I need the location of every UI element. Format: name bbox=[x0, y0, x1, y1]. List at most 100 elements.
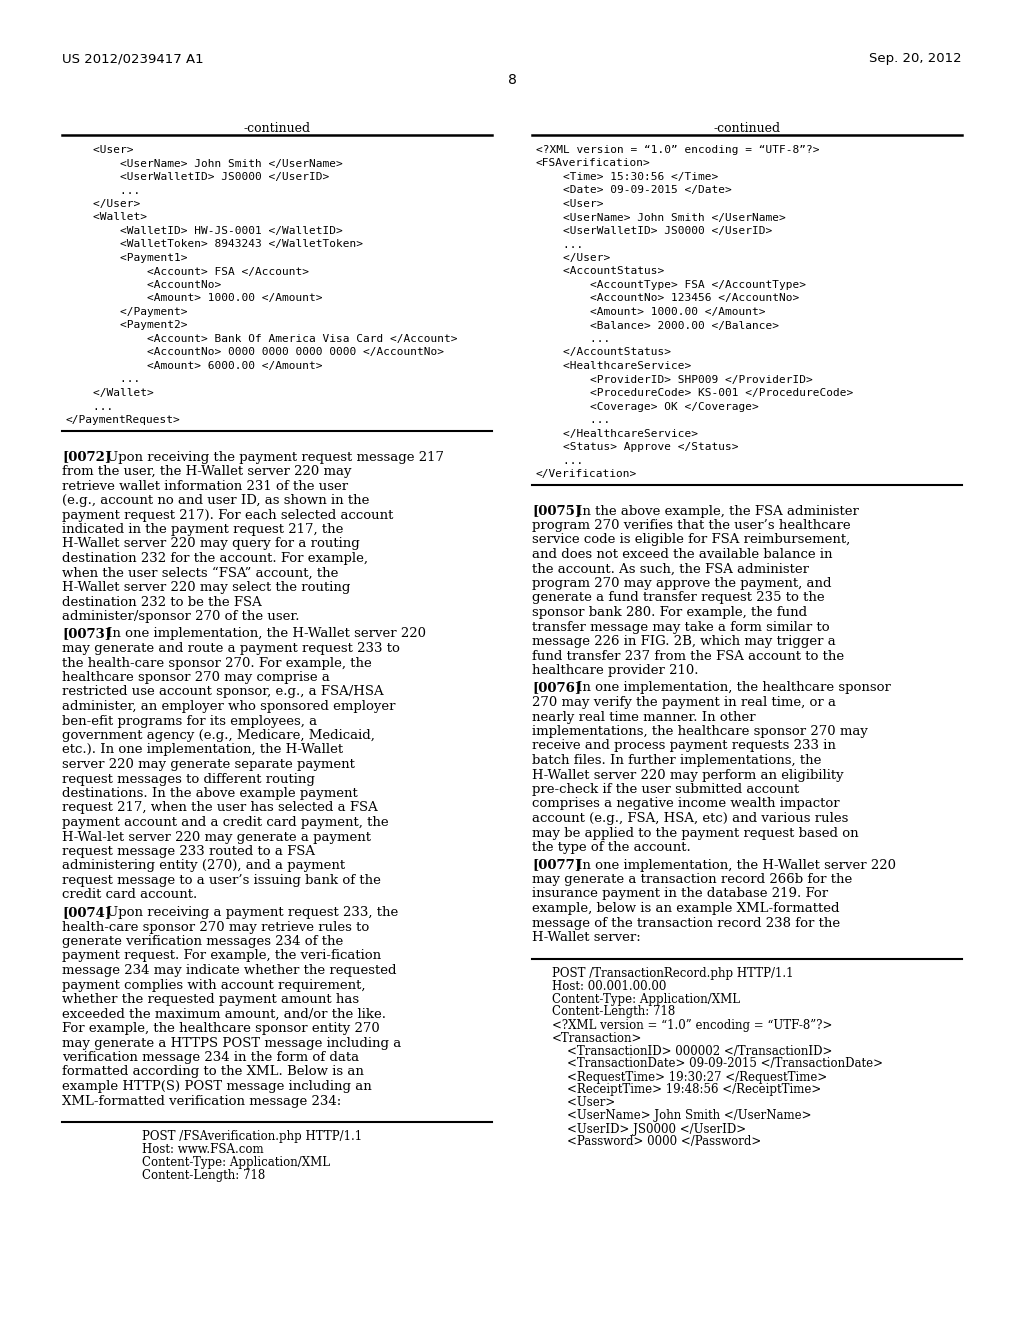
Text: <AccountType> FSA </AccountType>: <AccountType> FSA </AccountType> bbox=[536, 280, 806, 290]
Text: may be applied to the payment request based on: may be applied to the payment request ba… bbox=[532, 826, 859, 840]
Text: request messages to different routing: request messages to different routing bbox=[62, 772, 314, 785]
Text: <Amount> 6000.00 </Amount>: <Amount> 6000.00 </Amount> bbox=[66, 360, 323, 371]
Text: <Password> 0000 </Password>: <Password> 0000 </Password> bbox=[552, 1135, 761, 1148]
Text: ...: ... bbox=[66, 375, 140, 384]
Text: In the above example, the FSA administer: In the above example, the FSA administer bbox=[578, 504, 859, 517]
Text: H-Wallet server 220 may perform an eligibility: H-Wallet server 220 may perform an eligi… bbox=[532, 768, 844, 781]
Text: [0072]: [0072] bbox=[62, 450, 112, 463]
Text: nearly real time manner. In other: nearly real time manner. In other bbox=[532, 710, 756, 723]
Text: <ReceiptTime> 19:48:56 </ReceiptTime>: <ReceiptTime> 19:48:56 </ReceiptTime> bbox=[552, 1084, 821, 1097]
Text: may generate a transaction record 266b for the: may generate a transaction record 266b f… bbox=[532, 873, 852, 886]
Text: 8: 8 bbox=[508, 73, 516, 87]
Text: <TransactionID> 000002 </TransactionID>: <TransactionID> 000002 </TransactionID> bbox=[552, 1044, 833, 1057]
Text: H-Wallet server:: H-Wallet server: bbox=[532, 931, 641, 944]
Text: <UserName> John Smith </UserName>: <UserName> John Smith </UserName> bbox=[536, 213, 785, 223]
Text: may generate and route a payment request 233 to: may generate and route a payment request… bbox=[62, 642, 400, 655]
Text: sponsor bank 280. For example, the fund: sponsor bank 280. For example, the fund bbox=[532, 606, 807, 619]
Text: payment complies with account requirement,: payment complies with account requiremen… bbox=[62, 978, 366, 991]
Text: whether the requested payment amount has: whether the requested payment amount has bbox=[62, 993, 359, 1006]
Text: example, below is an example XML-formatted: example, below is an example XML-formatt… bbox=[532, 902, 840, 915]
Text: H-Wal-let server 220 may generate a payment: H-Wal-let server 220 may generate a paym… bbox=[62, 830, 371, 843]
Text: <Amount> 1000.00 </Amount>: <Amount> 1000.00 </Amount> bbox=[536, 308, 766, 317]
Text: <Time> 15:30:56 </Time>: <Time> 15:30:56 </Time> bbox=[536, 172, 718, 182]
Text: -continued: -continued bbox=[714, 121, 780, 135]
Text: Content-Type: Application/XML: Content-Type: Application/XML bbox=[552, 993, 740, 1006]
Text: <Date> 09-09-2015 </Date>: <Date> 09-09-2015 </Date> bbox=[536, 186, 732, 195]
Text: destinations. In the above example payment: destinations. In the above example payme… bbox=[62, 787, 357, 800]
Text: In one implementation, the healthcare sponsor: In one implementation, the healthcare sp… bbox=[578, 681, 891, 694]
Text: <ProviderID> SHP009 </ProviderID>: <ProviderID> SHP009 </ProviderID> bbox=[536, 375, 813, 384]
Text: request 217, when the user has selected a FSA: request 217, when the user has selected … bbox=[62, 801, 378, 814]
Text: (e.g., account no and user ID, as shown in the: (e.g., account no and user ID, as shown … bbox=[62, 494, 370, 507]
Text: government agency (e.g., Medicare, Medicaid,: government agency (e.g., Medicare, Medic… bbox=[62, 729, 375, 742]
Text: ...: ... bbox=[536, 455, 584, 466]
Text: Content-Type: Application/XML: Content-Type: Application/XML bbox=[142, 1156, 330, 1170]
Text: payment request 217). For each selected account: payment request 217). For each selected … bbox=[62, 508, 393, 521]
Text: Host: 00.001.00.00: Host: 00.001.00.00 bbox=[552, 979, 667, 993]
Text: </PaymentRequest>: </PaymentRequest> bbox=[66, 414, 181, 425]
Text: from the user, the H-Wallet server 220 may: from the user, the H-Wallet server 220 m… bbox=[62, 465, 351, 478]
Text: the health-care sponsor 270. For example, the: the health-care sponsor 270. For example… bbox=[62, 656, 372, 669]
Text: [0076]: [0076] bbox=[532, 681, 582, 694]
Text: <AccountNo> 0000 0000 0000 0000 </AccountNo>: <AccountNo> 0000 0000 0000 0000 </Accoun… bbox=[66, 347, 444, 358]
Text: <UserWalletID> JS0000 </UserID>: <UserWalletID> JS0000 </UserID> bbox=[66, 172, 330, 182]
Text: </Wallet>: </Wallet> bbox=[66, 388, 154, 399]
Text: <?XML version = “1.0” encoding = “UTF-8”?>: <?XML version = “1.0” encoding = “UTF-8”… bbox=[536, 145, 819, 154]
Text: exceeded the maximum amount, and/or the like.: exceeded the maximum amount, and/or the … bbox=[62, 1007, 386, 1020]
Text: health-care sponsor 270 may retrieve rules to: health-care sponsor 270 may retrieve rul… bbox=[62, 920, 370, 933]
Text: XML-formatted verification message 234:: XML-formatted verification message 234: bbox=[62, 1094, 341, 1107]
Text: receive and process payment requests 233 in: receive and process payment requests 233… bbox=[532, 739, 836, 752]
Text: <WalletToken> 8943243 </WalletToken>: <WalletToken> 8943243 </WalletToken> bbox=[66, 239, 362, 249]
Text: POST /TransactionRecord.php HTTP/1.1: POST /TransactionRecord.php HTTP/1.1 bbox=[552, 966, 794, 979]
Text: destination 232 to be the FSA: destination 232 to be the FSA bbox=[62, 595, 262, 609]
Text: administer, an employer who sponsored employer: administer, an employer who sponsored em… bbox=[62, 700, 395, 713]
Text: <AccountNo> 123456 </AccountNo>: <AccountNo> 123456 </AccountNo> bbox=[536, 293, 800, 304]
Text: </User>: </User> bbox=[66, 199, 140, 209]
Text: <AccountStatus>: <AccountStatus> bbox=[536, 267, 665, 276]
Text: <User>: <User> bbox=[536, 199, 603, 209]
Text: [0075]: [0075] bbox=[532, 504, 582, 517]
Text: when the user selects “FSA” account, the: when the user selects “FSA” account, the bbox=[62, 566, 338, 579]
Text: message 234 may indicate whether the requested: message 234 may indicate whether the req… bbox=[62, 964, 396, 977]
Text: </Payment>: </Payment> bbox=[66, 308, 187, 317]
Text: formatted according to the XML. Below is an: formatted according to the XML. Below is… bbox=[62, 1065, 364, 1078]
Text: Upon receiving a payment request 233, the: Upon receiving a payment request 233, th… bbox=[108, 906, 398, 919]
Text: server 220 may generate separate payment: server 220 may generate separate payment bbox=[62, 758, 355, 771]
Text: the account. As such, the FSA administer: the account. As such, the FSA administer bbox=[532, 562, 809, 576]
Text: generate verification messages 234 of the: generate verification messages 234 of th… bbox=[62, 935, 343, 948]
Text: </Verification>: </Verification> bbox=[536, 469, 637, 479]
Text: payment request. For example, the veri-fication: payment request. For example, the veri-f… bbox=[62, 949, 381, 962]
Text: implementations, the healthcare sponsor 270 may: implementations, the healthcare sponsor … bbox=[532, 725, 868, 738]
Text: In one implementation, the H-Wallet server 220: In one implementation, the H-Wallet serv… bbox=[578, 858, 896, 871]
Text: may generate a HTTPS POST message including a: may generate a HTTPS POST message includ… bbox=[62, 1036, 401, 1049]
Text: <AccountNo>: <AccountNo> bbox=[66, 280, 221, 290]
Text: Host: www.FSA.com: Host: www.FSA.com bbox=[142, 1143, 263, 1156]
Text: H-Wallet server 220 may select the routing: H-Wallet server 220 may select the routi… bbox=[62, 581, 350, 594]
Text: example HTTP(S) POST message including an: example HTTP(S) POST message including a… bbox=[62, 1080, 372, 1093]
Text: destination 232 for the account. For example,: destination 232 for the account. For exa… bbox=[62, 552, 368, 565]
Text: H-Wallet server 220 may query for a routing: H-Wallet server 220 may query for a rout… bbox=[62, 537, 359, 550]
Text: batch files. In further implementations, the: batch files. In further implementations,… bbox=[532, 754, 821, 767]
Text: <User>: <User> bbox=[66, 145, 133, 154]
Text: request message to a user’s issuing bank of the: request message to a user’s issuing bank… bbox=[62, 874, 381, 887]
Text: indicated in the payment request 217, the: indicated in the payment request 217, th… bbox=[62, 523, 343, 536]
Text: </User>: </User> bbox=[536, 253, 610, 263]
Text: request message 233 routed to a FSA: request message 233 routed to a FSA bbox=[62, 845, 315, 858]
Text: <HealthcareService>: <HealthcareService> bbox=[536, 360, 691, 371]
Text: message 226 in FIG. 2B, which may trigger a: message 226 in FIG. 2B, which may trigge… bbox=[532, 635, 836, 648]
Text: <Status> Approve </Status>: <Status> Approve </Status> bbox=[536, 442, 738, 451]
Text: <Coverage> OK </Coverage>: <Coverage> OK </Coverage> bbox=[536, 401, 759, 412]
Text: <Payment1>: <Payment1> bbox=[66, 253, 187, 263]
Text: administering entity (270), and a payment: administering entity (270), and a paymen… bbox=[62, 859, 345, 873]
Text: <UserID> JS0000 </UserID>: <UserID> JS0000 </UserID> bbox=[552, 1122, 746, 1135]
Text: <WalletID> HW-JS-0001 </WalletID>: <WalletID> HW-JS-0001 </WalletID> bbox=[66, 226, 343, 236]
Text: [0077]: [0077] bbox=[532, 858, 581, 871]
Text: ...: ... bbox=[536, 239, 584, 249]
Text: <Amount> 1000.00 </Amount>: <Amount> 1000.00 </Amount> bbox=[66, 293, 323, 304]
Text: <UserName> John Smith </UserName>: <UserName> John Smith </UserName> bbox=[66, 158, 343, 169]
Text: etc.). In one implementation, the H-Wallet: etc.). In one implementation, the H-Wall… bbox=[62, 743, 343, 756]
Text: payment account and a credit card payment, the: payment account and a credit card paymen… bbox=[62, 816, 389, 829]
Text: POST /FSAverification.php HTTP/1.1: POST /FSAverification.php HTTP/1.1 bbox=[142, 1130, 362, 1143]
Text: administer/sponsor 270 of the user.: administer/sponsor 270 of the user. bbox=[62, 610, 299, 623]
Text: <ProcedureCode> KS-001 </ProcedureCode>: <ProcedureCode> KS-001 </ProcedureCode> bbox=[536, 388, 853, 399]
